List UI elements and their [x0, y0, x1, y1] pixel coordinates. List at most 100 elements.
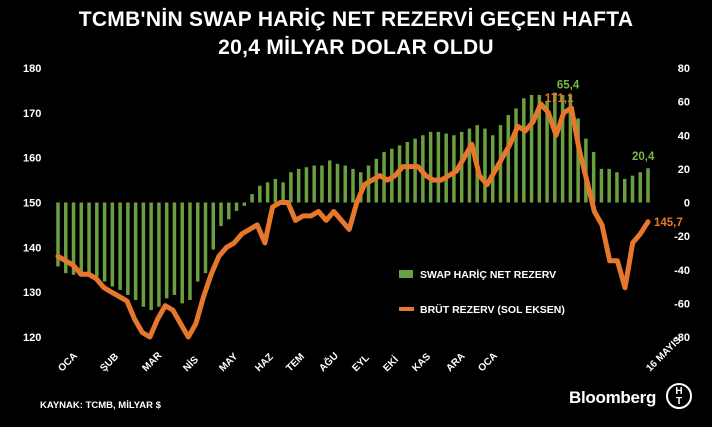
left-tick-label: 180 [23, 63, 41, 75]
month-label: NİS [180, 353, 201, 374]
logo-letter-bottom: T [675, 396, 683, 407]
right-tick-label: 0 [684, 198, 690, 210]
legend-bar-swatch [399, 270, 413, 278]
net-reserve-bar [413, 138, 417, 203]
net-reserve-bar [522, 98, 526, 203]
net-reserve-bar [374, 158, 379, 203]
net-reserve-bar [335, 163, 340, 203]
month-label: ARA [444, 351, 467, 374]
net-reserve-bar [490, 135, 495, 203]
right-tick-label: -60 [674, 298, 690, 310]
month-label: AĞU [316, 349, 341, 374]
value-annotation: 171,1 [545, 93, 574, 105]
net-reserve-bar [64, 202, 68, 274]
net-reserve-bar [258, 185, 262, 203]
net-reserve-bar [304, 167, 309, 203]
net-reserve-bar [638, 172, 642, 203]
net-reserve-bar [71, 202, 76, 275]
net-reserve-bar [242, 202, 247, 206]
month-label: KAS [410, 351, 433, 374]
right-tick-label: -20 [674, 231, 690, 243]
net-reserve-bar [343, 165, 347, 203]
right-tick-label: -40 [674, 265, 690, 277]
chart-title-line-1: TCMB'NİN SWAP HARİÇ NET REZERVİ GEÇEN HA… [78, 8, 634, 31]
net-reserve-bar [514, 108, 518, 203]
left-axis: 120 130 140 150 160 170 180 [23, 63, 41, 344]
month-label: OCA [476, 351, 500, 375]
net-reserve-bar [250, 194, 254, 203]
net-reserve-bar [327, 160, 332, 203]
net-reserve-bar [56, 202, 60, 267]
chart-title-line-2: 20,4 MİLYAR DOLAR OLDU [218, 36, 494, 59]
right-tick-label: 60 [678, 97, 690, 109]
net-reserve-bar [227, 202, 231, 220]
net-reserve-bar [273, 178, 278, 203]
right-tick-label: -80 [674, 332, 690, 344]
net-reserve-bar [537, 94, 542, 203]
month-label: HAZ [253, 352, 275, 374]
net-reserve-bar [459, 131, 464, 203]
net-reserve-bar [281, 182, 285, 203]
net-reserve-bar [195, 202, 200, 282]
month-label: MAY [217, 351, 240, 374]
net-reserve-bar [622, 178, 627, 203]
net-reserve-bar [157, 202, 161, 307]
legend-label-gross-reserve: BRÜT REZERV (SOL EKSEN) [420, 303, 565, 316]
net-reserve-bar [646, 168, 650, 203]
net-reserve-bar [320, 165, 324, 203]
source-note: KAYNAK: TCMB, MİLYAR $ [40, 400, 161, 411]
net-reserve-bar [553, 92, 557, 203]
net-reserve-bar [444, 133, 448, 203]
net-reserve-bar [560, 94, 565, 203]
net-reserve-bar [630, 175, 635, 203]
net-reserve-bar [79, 202, 84, 275]
net-reserve-bar [265, 182, 270, 203]
ht-logo-icon: H T [666, 383, 692, 409]
legend: SWAP HARİÇ NET REZERV BRÜT REZERV (SOL E… [399, 268, 565, 316]
left-tick-label: 140 [23, 242, 41, 254]
net-reserve-bar [436, 131, 441, 203]
net-reserve-bar [102, 202, 107, 282]
net-reserve-bar [483, 128, 487, 203]
net-reserve-bar [615, 172, 619, 203]
net-reserve-bar [296, 168, 301, 203]
month-label: TEM [284, 351, 307, 374]
net-reserve-bar [607, 168, 611, 203]
net-reserve-bar [312, 165, 316, 203]
net-reserve-bar [529, 94, 534, 203]
net-reserve-bar [172, 202, 177, 295]
gross-reserve-line [55, 101, 651, 340]
left-tick-label: 160 [23, 153, 41, 165]
net-reserve-bar [211, 202, 216, 250]
net-reserve-bar [188, 202, 192, 301]
bloomberg-logo: Bloomberg [569, 388, 657, 407]
net-reserve-bar [351, 168, 355, 203]
value-annotation: 20,4 [632, 151, 655, 163]
net-reserve-bar [141, 202, 146, 307]
month-label: ŞUB [98, 351, 121, 374]
net-reserve-bar [219, 202, 223, 227]
net-reserve-bar [126, 202, 130, 295]
net-reserve-bar [576, 118, 580, 203]
net-reserve-bars [56, 92, 650, 311]
net-reserve-bar [164, 202, 169, 299]
net-reserve-bar [405, 141, 410, 203]
right-tick-label: 80 [678, 63, 690, 75]
month-label: EKİ [380, 353, 401, 374]
left-tick-label: 150 [23, 198, 41, 210]
month-labels: OCA ŞUB MAR NİS MAY HAZ TEM AĞU EYL EKİ KAS ARA OCA 1… [56, 335, 684, 375]
month-label: EYL [350, 353, 372, 375]
net-reserve-bar [568, 94, 573, 203]
net-reserve-bar [149, 202, 153, 311]
left-tick-label: 120 [23, 332, 41, 344]
net-reserve-bar [591, 152, 596, 203]
right-tick-label: 40 [678, 130, 690, 142]
net-reserve-bar [95, 202, 99, 277]
right-tick-label: 20 [678, 164, 690, 176]
legend-label-net-reserve: SWAP HARİÇ NET REZERV [420, 268, 556, 281]
net-reserve-bar [428, 131, 433, 203]
left-tick-label: 170 [23, 108, 41, 120]
net-reserve-bar [110, 202, 115, 287]
net-reserve-bar [545, 101, 549, 203]
